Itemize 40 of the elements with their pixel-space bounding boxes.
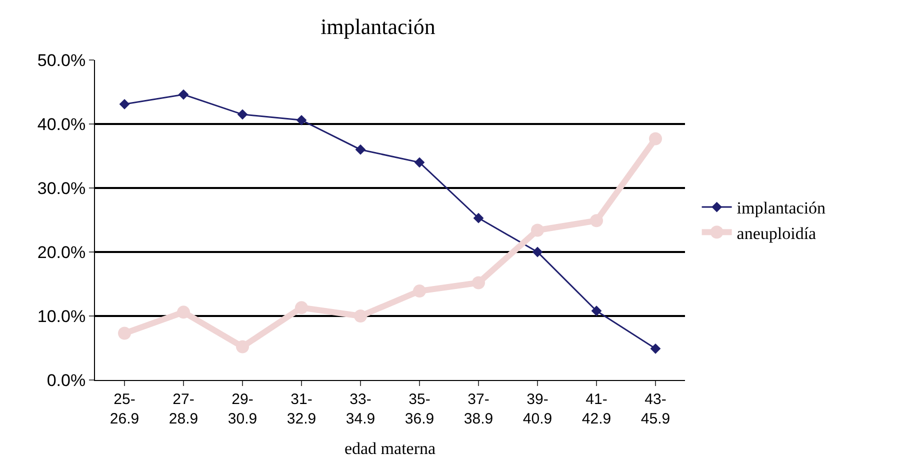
y-tick-label: 20.0% [37,242,86,262]
y-tick-label: 0.0% [46,370,86,390]
x-tick-label: 27- 28.9 [168,391,198,428]
x-tick-label: 31- 32.9 [286,391,316,428]
point [531,224,544,237]
point [236,340,249,354]
x-tick-label: 41- 42.9 [582,391,612,428]
x-tick-label: 39- 40.9 [522,391,552,428]
y-tick-label: 30.0% [37,178,86,198]
point [650,343,661,354]
point [119,98,130,110]
x-tick-label: 43- 45.9 [640,391,670,428]
x-tick-label: 29- 30.9 [228,391,258,428]
point [473,212,484,224]
legend-label: implantación [736,198,826,218]
y-tick-label: 10.0% [37,306,86,326]
point [354,310,367,322]
point [296,114,307,126]
point [414,157,425,168]
x-tick-label: 25- 26.9 [110,391,140,428]
x-tick-label: 37- 38.9 [464,391,494,428]
point [178,89,189,100]
x-tick-label: 35- 36.9 [404,391,434,428]
point [413,284,426,298]
point [649,132,662,146]
y-tick-label: 50.0% [37,50,86,70]
point [532,246,543,258]
point [177,306,190,319]
point [118,326,131,340]
y-tick-label: 40.0% [37,114,86,134]
legend-label: aneuploidía [736,224,817,243]
point [295,301,308,314]
x-axis-title: edad materna [344,438,436,458]
x-tick-label: 33- 34.9 [346,391,376,428]
point [590,214,603,228]
point [591,306,602,316]
chart-title: implantación [320,14,436,39]
point [472,276,485,290]
point [237,109,248,120]
point [355,144,366,155]
